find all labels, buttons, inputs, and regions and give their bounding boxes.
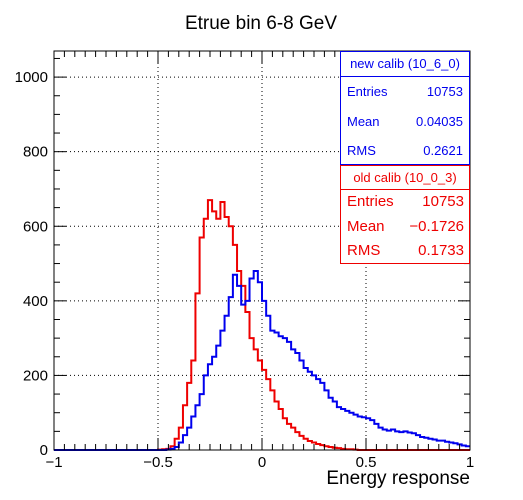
y-tick-label: 400 bbox=[23, 293, 48, 310]
stats-label: Entries bbox=[347, 84, 388, 99]
stats-label: Mean bbox=[347, 113, 380, 129]
stats-row-entries: Entries 10753 bbox=[341, 190, 469, 215]
stats-value: 0.1733 bbox=[418, 242, 464, 259]
stats-header-new: new calib (10_6_0) bbox=[341, 52, 469, 77]
stats-value: 0.04035 bbox=[416, 113, 463, 129]
stats-row-mean: Mean −0.1726 bbox=[341, 215, 469, 240]
stats-box-old-calib: old calib (10_0_3) Entries 10753 Mean −0… bbox=[340, 165, 470, 264]
y-tick-label: 1000 bbox=[15, 69, 48, 86]
y-tick-label: 0 bbox=[40, 442, 48, 459]
stats-row-entries: Entries 10753 bbox=[341, 77, 469, 107]
stats-box-new-calib: new calib (10_6_0) Entries 10753 Mean 0.… bbox=[340, 51, 470, 165]
x-tick-label: 0.5 bbox=[356, 454, 377, 471]
stats-value: 10753 bbox=[422, 193, 464, 210]
stats-label: Mean bbox=[347, 217, 385, 235]
y-tick-label: 800 bbox=[23, 144, 48, 161]
y-tick-label: 600 bbox=[23, 218, 48, 235]
x-tick-label: 1 bbox=[466, 454, 474, 471]
stats-label: RMS bbox=[347, 242, 381, 259]
stats-value: 0.2621 bbox=[423, 143, 463, 158]
stats-row-mean: Mean 0.04035 bbox=[341, 107, 469, 137]
stats-value: 10753 bbox=[426, 84, 463, 99]
x-tick-label: 0 bbox=[258, 454, 266, 471]
stats-row-rms: RMS 0.1733 bbox=[341, 239, 469, 264]
chart-title: Etrue bin 6-8 GeV bbox=[185, 13, 337, 34]
stats-row-rms: RMS 0.2621 bbox=[341, 136, 469, 166]
stats-label: Entries bbox=[347, 193, 394, 210]
stats-label: RMS bbox=[347, 143, 376, 158]
axes: −1 −0.5 0 0.5 1 0 200 400 600 800 1000 bbox=[15, 51, 474, 471]
x-axis-label: Energy response bbox=[326, 468, 470, 489]
stats-value: −0.1726 bbox=[409, 217, 464, 235]
x-tick-label: −0.5 bbox=[143, 454, 173, 471]
stats-header-old: old calib (10_0_3) bbox=[341, 166, 469, 190]
x-tick-label: −1 bbox=[45, 454, 62, 471]
y-tick-label: 200 bbox=[23, 367, 48, 384]
